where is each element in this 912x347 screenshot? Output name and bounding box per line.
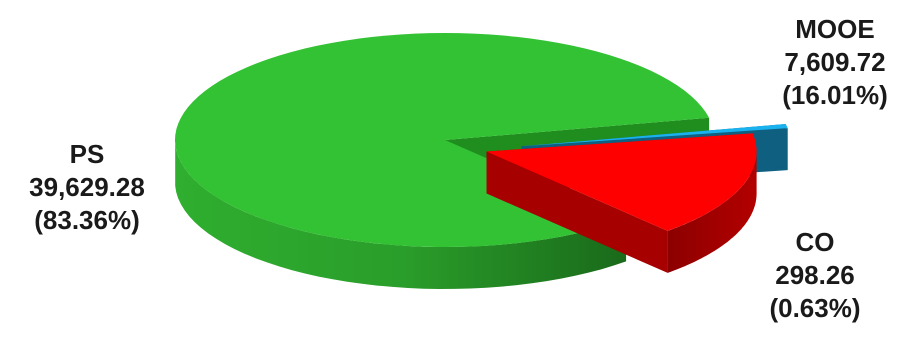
slice-percent-mooe: (16.01%)	[782, 80, 888, 110]
slice-percent-co: (0.63%)	[769, 293, 861, 323]
slice-label-co: CO 298.26 (0.63%)	[755, 226, 875, 325]
pie-slice-mooe	[486, 133, 757, 273]
slice-value-ps: 39,629.28	[29, 172, 145, 202]
slice-value-co: 298.26	[775, 260, 855, 290]
slice-name-co: CO	[795, 227, 835, 257]
slice-label-mooe: MOOE 7,609.72 (16.01%)	[760, 13, 910, 112]
slice-name-ps: PS	[69, 139, 105, 169]
slice-name-mooe: MOOE	[795, 14, 875, 44]
slice-percent-ps: (83.36%)	[34, 205, 140, 235]
slice-label-ps: PS 39,629.28 (83.36%)	[8, 138, 166, 237]
pie-slice-mooe-top	[486, 133, 757, 231]
pie-slice-ps-top	[175, 32, 710, 247]
pie-slice-mooe-side	[667, 150, 757, 273]
slice-value-mooe: 7,609.72	[784, 47, 886, 77]
pie-slice-ps-side	[175, 143, 627, 289]
pie-slice-co-top	[521, 123, 788, 147]
